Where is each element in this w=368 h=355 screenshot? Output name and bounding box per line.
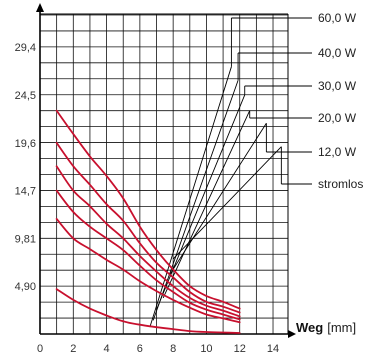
x-axis-arrowhead: [288, 330, 296, 338]
y-tick-label: 4,90: [15, 281, 36, 293]
x-tick-label: 10: [200, 343, 212, 355]
x-axis-label-group: Weg [mm]: [296, 320, 356, 335]
x-tick-label: 12: [234, 343, 246, 355]
legend-leader-line: [169, 123, 267, 275]
series-line: [55, 189, 241, 321]
x-tick-label: 4: [104, 343, 110, 355]
x-axis-label-name: Weg: [296, 320, 323, 335]
x-tick-label: 0: [37, 343, 43, 355]
y-tick-label: 14,7: [15, 186, 36, 198]
y-tick-label: 29,4: [15, 42, 36, 54]
y-tick-label: 9,81: [15, 233, 36, 245]
series-line: [55, 218, 241, 324]
x-tick-label: 6: [137, 343, 143, 355]
series-line: [55, 109, 241, 310]
series-line: [55, 141, 241, 314]
series-line: [55, 165, 241, 318]
legend-entry: 12,0 W: [318, 145, 357, 159]
x-tick-label: 2: [70, 343, 76, 355]
series-line: [55, 288, 241, 334]
legend-leader-line: [149, 66, 232, 328]
legend-leader-line: [156, 94, 246, 310]
x-axis-label-unit: [mm]: [327, 320, 356, 335]
x-axis-label: Weg [mm]: [296, 320, 356, 335]
x-tick-label: 8: [170, 343, 176, 355]
x-tick-label: 14: [267, 343, 279, 355]
legend-leader-line: [172, 146, 282, 260]
legend-leader-line: [152, 80, 239, 321]
axes: [36, 3, 296, 338]
legend-entry: 40,0 W: [318, 46, 357, 60]
tick-labels: 0 2 4 6 8 10 12 14 4,90 9,81 14,7 19,6 24,5 29,4: [15, 42, 280, 355]
y-tick-label: 24,5: [15, 90, 36, 102]
legend: 60,0 W 40,0 W 30,0 W 20,0 W 12,0 W stromlos: [318, 11, 363, 191]
legend-leader-line: [162, 110, 251, 299]
legend-entry: 30,0 W: [318, 79, 357, 93]
legend-entry: stromlos: [318, 177, 363, 191]
legend-entry: 20,0 W: [318, 111, 357, 125]
y-tick-label: 19,6: [15, 138, 36, 150]
legend-entry: 60,0 W: [318, 11, 357, 25]
y-axis-arrowhead: [36, 3, 44, 12]
series-lines: [55, 109, 241, 334]
legend-leader-lines: [149, 17, 312, 328]
